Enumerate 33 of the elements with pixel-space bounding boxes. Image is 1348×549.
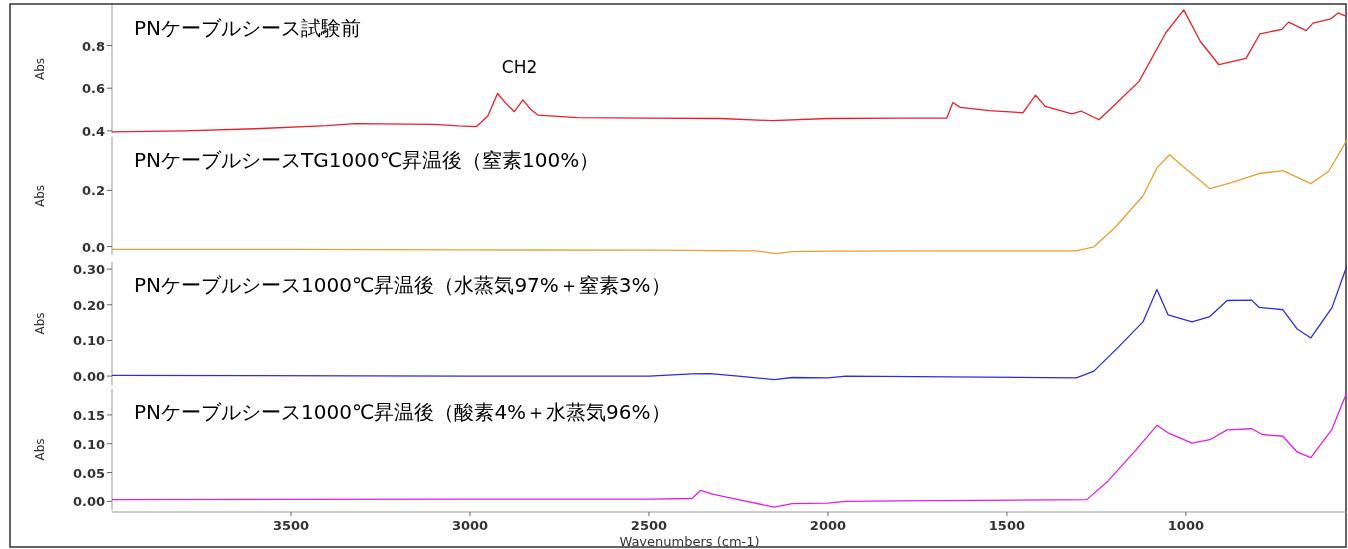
text: PNケーブルシースTG1000℃昇温後（窒素100%） (134, 148, 600, 172)
y-tick-label: 0.00 (72, 369, 105, 385)
y-tick-label: 0.05 (72, 465, 105, 481)
y-tick-label: 0.10 (72, 436, 105, 452)
x-tick-label: 3000 (451, 518, 489, 533)
text: PNケーブルシース1000℃昇温後（水蒸気97%＋窒素3%） (134, 273, 671, 297)
y-tick-label: 0.8 (81, 38, 105, 54)
y-axis-title: Abs (33, 438, 47, 461)
y-tick-label: 0.6 (81, 81, 105, 97)
annotation: CH2 (501, 57, 538, 77)
line-series (112, 9, 1347, 133)
x-tick-label: 1000 (1167, 518, 1205, 533)
y-tick-label: 0.20 (72, 297, 105, 313)
y-axis-title: Abs (33, 57, 47, 81)
line-series (112, 139, 1347, 255)
text: PNケーブルシース試験前 (134, 16, 362, 40)
x-tick-label: 2000 (809, 518, 847, 533)
line-series (112, 391, 1347, 508)
y-tick-label: 0.15 (72, 407, 105, 423)
y-tick-label: 0.2 (81, 183, 105, 199)
y-tick-label: 0.30 (72, 262, 105, 278)
y-tick-label: 0.0 (81, 239, 105, 255)
y-tick-label: 0.00 (72, 494, 105, 510)
line-series (112, 264, 1347, 381)
y-tick-label: 0.4 (81, 123, 105, 139)
y-axis-title: Abs (33, 184, 47, 208)
y-axis-title: Abs (33, 312, 47, 335)
y-tick-label: 0.10 (72, 333, 105, 349)
x-tick-label: 2500 (630, 518, 668, 533)
x-tick-label: 3500 (272, 518, 310, 533)
x-axis-title: Wavenumbers (cm-1) (619, 534, 760, 549)
x-tick-label: 1500 (988, 518, 1026, 533)
text: PNケーブルシース1000℃昇温後（酸素4%＋水蒸気96%） (134, 400, 671, 424)
